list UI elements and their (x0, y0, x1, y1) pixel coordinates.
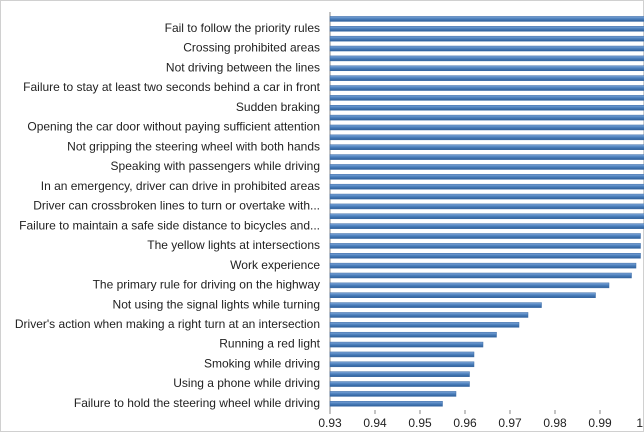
y-tick-label: Crossing prohibited areas (183, 41, 320, 55)
x-tick-label: 0.97 (498, 416, 522, 430)
bar (329, 262, 637, 269)
bar (329, 371, 470, 377)
bar (329, 282, 610, 289)
bar (329, 341, 484, 348)
bar (329, 154, 644, 160)
y-tick-label: Not using the signal lights while turnin… (113, 297, 320, 311)
y-tick-label: Sudden braking (236, 100, 320, 114)
bar (329, 144, 644, 150)
bar (329, 401, 443, 407)
bar (329, 183, 644, 190)
bar (329, 104, 644, 111)
bar (329, 302, 542, 308)
y-tick-label: Driver's action when making a right turn… (15, 317, 320, 331)
y-tick-label: Smoking while driving (204, 356, 320, 370)
bar (329, 223, 644, 229)
bar (329, 26, 644, 32)
bar (329, 55, 644, 62)
bar (329, 322, 520, 328)
bar (329, 65, 644, 72)
bar (329, 35, 644, 42)
y-tick-label: The primary rule for driving on the high… (93, 278, 320, 292)
bar (329, 292, 596, 298)
y-tick-label: Running a red light (219, 337, 320, 351)
x-tick-label: 0.98 (543, 416, 567, 430)
y-tick-label: In an emergency, driver can drive in pro… (41, 179, 320, 193)
x-tick-label: 0.99 (588, 416, 612, 430)
bar (329, 164, 644, 170)
bar (329, 174, 644, 180)
x-tick-label: 0.93 (318, 416, 342, 430)
y-tick-label: Speaking with passengers while driving (111, 159, 320, 173)
bar (329, 213, 644, 220)
bar (329, 381, 470, 387)
bar (329, 134, 644, 141)
bar (329, 253, 641, 259)
bar (329, 45, 644, 52)
bar (329, 95, 644, 101)
bar (329, 85, 644, 91)
x-tick-label: 0.95 (408, 416, 432, 430)
y-tick-label: Using a phone while driving (173, 376, 320, 390)
bar (329, 272, 632, 279)
y-tick-label: Failure to hold the steering wheel while… (74, 396, 320, 410)
y-tick-label: Failure to stay at least two seconds beh… (23, 80, 320, 94)
bar (329, 124, 644, 131)
y-tick-label: Failure to maintain a safe side distance… (19, 218, 320, 232)
y-tick-label: Work experience (230, 258, 320, 272)
bar (329, 75, 644, 81)
bar (329, 331, 497, 338)
bar (329, 193, 644, 200)
y-tick-label: Not gripping the steering wheel with bot… (67, 139, 320, 153)
bar (329, 203, 644, 210)
x-tick-label: 0.96 (453, 416, 477, 430)
bar (329, 233, 641, 239)
bar (329, 16, 644, 22)
bar (329, 391, 457, 397)
bar (329, 243, 641, 249)
y-tick-label: Fail to follow the priority rules (165, 21, 320, 35)
bar (329, 114, 644, 121)
bar (329, 351, 475, 358)
x-tick-label: 0.94 (363, 416, 387, 430)
bar (329, 312, 529, 318)
bar (329, 361, 475, 368)
y-tick-label: The yellow lights at intersections (147, 238, 320, 252)
y-tick-label: Not driving between the lines (166, 60, 320, 74)
y-tick-label: Opening the car door without paying suff… (27, 120, 320, 134)
x-tick-label: 1 (636, 416, 643, 430)
y-tick-label: Driver can crossbroken lines to turn or … (33, 199, 320, 213)
